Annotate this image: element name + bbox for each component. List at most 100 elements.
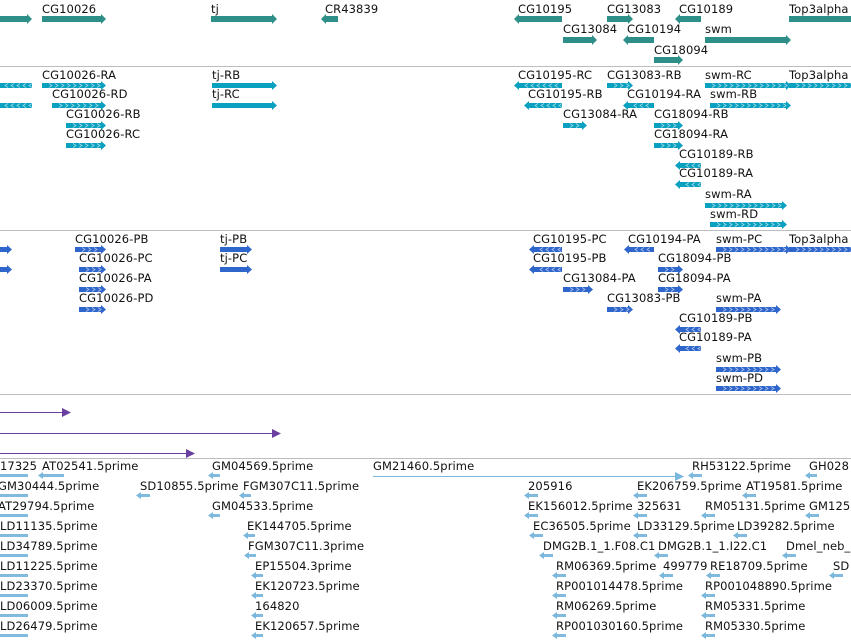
feature-label: 17325 <box>0 459 38 473</box>
feature-bar <box>66 143 102 148</box>
feature-label: AT02541.5prime <box>42 459 139 473</box>
feature-bar <box>255 614 263 617</box>
feature-label: 325631 <box>637 499 682 513</box>
feature-label: CG10026-RA <box>42 68 117 82</box>
feature-label: Top3alpha <box>789 68 849 82</box>
feature-label: CG13083 <box>607 2 662 16</box>
feature-bar <box>627 37 654 43</box>
feature-bar <box>607 307 629 312</box>
feature-label: CG18094 <box>654 43 709 57</box>
feature-bar <box>679 327 701 332</box>
feature-label: CG10026-PA <box>79 271 152 285</box>
feature-label: CG10189-PB <box>679 311 753 325</box>
feature-bar <box>79 287 102 292</box>
feature-label: CG10026-RC <box>66 127 141 141</box>
feature-bar <box>833 574 843 577</box>
feature-label: RE18709.5prime <box>710 559 808 573</box>
feature-bar <box>658 554 668 557</box>
feature-bar <box>705 594 715 597</box>
feature-bar <box>42 83 102 88</box>
feature-bar <box>556 634 566 637</box>
feature-label: CG13083-RB <box>607 68 682 82</box>
feature-label: CG10195-RC <box>518 68 593 82</box>
feature-bar <box>654 57 679 63</box>
feature-bar <box>79 307 102 312</box>
feature-label: Top3alpha <box>789 232 849 246</box>
feature-label: swm <box>705 22 732 36</box>
feature-label: swm-PA <box>716 291 762 305</box>
feature-label: FGM307C11.5prime <box>243 479 360 493</box>
feature-label: AT29794.5prime <box>0 499 95 513</box>
feature-bar <box>789 83 851 88</box>
feature-label: CR43839 <box>325 2 379 16</box>
feature-bar <box>705 634 715 637</box>
feature-bar <box>663 574 673 577</box>
feature-bar <box>637 494 647 497</box>
feature-label: CG10026-PD <box>79 291 154 305</box>
feature-label: RM05331.5prime <box>705 599 806 613</box>
feature-label: CG13083-PB <box>607 291 681 305</box>
track-separator <box>0 230 851 231</box>
feature-label: LD34789.5prime <box>0 539 98 553</box>
feature-line <box>373 476 683 477</box>
feature-label: CG10189-RB <box>679 147 754 161</box>
feature-bar <box>325 16 338 22</box>
feature-label: RP001048890.5prime <box>705 579 833 593</box>
feature-bar <box>705 83 787 88</box>
feature-label: RH53122.5prime <box>692 459 792 473</box>
feature-bar <box>705 514 715 517</box>
feature-bar <box>705 37 787 43</box>
track-est-track: 17325 AT02541.5prime GM04569.5prime GM21460… <box>0 459 851 642</box>
feature-bar <box>563 123 583 128</box>
feature-bar <box>243 494 251 497</box>
feature-bar <box>66 123 102 128</box>
feature-bar <box>607 83 629 88</box>
feature-bar <box>528 514 538 517</box>
feature-bar <box>248 554 256 557</box>
feature-bar <box>212 514 220 517</box>
feature-line <box>0 453 194 454</box>
feature-label: SD <box>833 559 850 573</box>
track-genes: CG10026 tj CR43839 CG10195 CG13083 CG10189 Top… <box>0 0 851 66</box>
feature-bar <box>0 247 8 252</box>
feature-bar <box>737 534 747 537</box>
feature-label: CG13084-PA <box>563 271 636 285</box>
feature-label: CG18094-RB <box>654 107 729 121</box>
feature-bar <box>247 534 255 537</box>
feature-bar <box>637 534 647 537</box>
feature-bar <box>556 594 566 597</box>
feature-label: LD26479.5prime <box>0 619 98 633</box>
feature-bar <box>809 474 817 477</box>
feature-bar <box>0 494 28 497</box>
feature-label: tj-PC <box>220 251 248 265</box>
feature-bar <box>79 267 102 272</box>
feature-label: RM06269.5prime <box>556 599 657 613</box>
feature-bar <box>518 16 562 22</box>
feature-label: swm-PC <box>716 232 763 246</box>
feature-bar <box>0 83 32 88</box>
feature-label: tj-RB <box>212 68 241 82</box>
feature-label: 205916 <box>528 479 573 493</box>
feature-bar <box>220 267 248 272</box>
feature-bar <box>533 267 562 272</box>
feature-label: GM04533.5prime <box>212 499 314 513</box>
feature-label: CG13084-RA <box>563 107 638 121</box>
feature-bar <box>716 307 777 312</box>
feature-label: RM05131.5prime <box>705 499 806 513</box>
feature-bar <box>528 103 562 108</box>
feature-bar <box>710 222 783 227</box>
feature-bar <box>0 594 28 597</box>
feature-label: EK144705.5prime <box>247 519 352 533</box>
feature-label: EC36505.5prime <box>533 519 631 533</box>
track-transcripts: CG10026-RA CG10026-RD CG10026-RB CG10026-RC… <box>0 67 851 230</box>
feature-label: CG10194 <box>627 22 682 36</box>
feature-bar <box>679 163 701 168</box>
feature-label: CG18094-PB <box>658 251 732 265</box>
feature-bar <box>789 16 851 22</box>
feature-bar <box>42 16 102 22</box>
feature-bar <box>710 574 720 577</box>
feature-label: LD33129.5prime <box>637 519 735 533</box>
feature-label: swm-RC <box>705 68 752 82</box>
feature-bar <box>533 534 543 537</box>
feature-label: GM21460.5prime <box>373 459 475 473</box>
